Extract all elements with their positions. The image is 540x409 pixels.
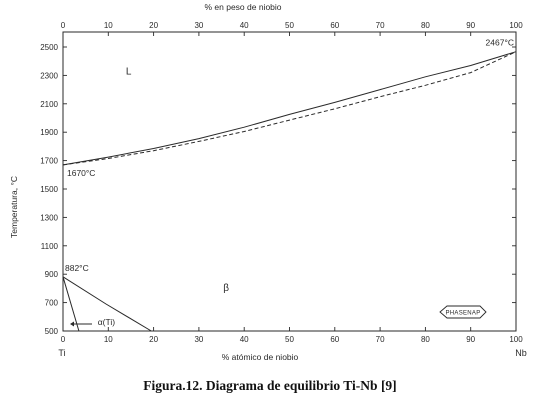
x-tick-label: 60 <box>330 335 339 344</box>
alpha-phase-label: α(Ti) <box>98 317 116 327</box>
x-tick-label: 90 <box>466 335 475 344</box>
y-tick-label: 900 <box>45 270 59 279</box>
x-top-tick-label: 10 <box>104 21 113 30</box>
x-top-tick-label: 40 <box>240 21 249 30</box>
x-top-tick-label: 90 <box>466 21 475 30</box>
solidus-curve <box>62 51 517 166</box>
phase-boundary-line <box>62 276 152 332</box>
y-tick-label: 2500 <box>40 43 58 52</box>
x-top-tick-label: 100 <box>509 21 523 30</box>
y-tick-label: 2300 <box>40 71 58 80</box>
x-tick-label: 100 <box>509 335 523 344</box>
alpha-leader-arrow <box>70 321 92 327</box>
phase-label: β <box>223 283 229 294</box>
x-axis-title: % atómico de niobio <box>222 352 299 362</box>
y-tick-label: 1500 <box>40 185 58 194</box>
y-tick-label: 500 <box>45 327 59 336</box>
x-top-tick-label: 30 <box>194 21 203 30</box>
x-axis-top-title: % en peso de niobio <box>204 2 281 12</box>
x-tick-label: 10 <box>104 335 113 344</box>
x-top-tick-label: 20 <box>149 21 158 30</box>
y-tick-label: 1300 <box>40 213 58 222</box>
y-tick-label: 1700 <box>40 157 58 166</box>
phasenap-badge: PHASENAP <box>439 305 487 319</box>
x-tick-label: 20 <box>149 335 158 344</box>
x-tick-label: 70 <box>376 335 385 344</box>
x-tick-label: 30 <box>194 335 203 344</box>
y-tick-label: 2100 <box>40 100 58 109</box>
axis-ticks <box>62 32 517 332</box>
x-top-tick-label: 80 <box>421 21 430 30</box>
y-axis-title: Temperatura, °C <box>9 176 19 238</box>
melting-point-label: 1670°C <box>67 168 95 178</box>
x-top-tick-label: 70 <box>376 21 385 30</box>
y-tick-label: 700 <box>45 299 59 308</box>
figure-caption: Figura.12. Diagrama de equilibrio Ti-Nb … <box>143 378 397 393</box>
x-tick-label: 80 <box>421 335 430 344</box>
x-tick-label: 0 <box>61 335 66 344</box>
x-top-tick-label: 0 <box>61 21 66 30</box>
phase-label: L <box>126 66 132 77</box>
phase-diagram-chart: 0 10 20 30 40 50 60 70 80 90 100 0 10 20 30 40 50 60 70 80 9… <box>9 2 527 362</box>
x-top-tick-label: 60 <box>330 21 339 30</box>
phase-boundary-line <box>62 276 80 332</box>
tick-labels: 0 10 20 30 40 50 60 70 80 90 100 0 10 20 30 40 50 60 70 80 9… <box>40 21 523 344</box>
transformation-point-label: 882°C <box>65 263 89 273</box>
phasenap-badge-text: PHASENAP <box>445 310 480 316</box>
x-tick-label: 50 <box>285 335 294 344</box>
element-label-ti: Ti <box>58 348 65 358</box>
chart-annotations: 2467°C 1670°C 882°C Lβ α(Ti) <box>65 38 514 328</box>
phase-boundary-line <box>62 51 517 166</box>
y-tick-label: 1100 <box>41 242 59 251</box>
phase-boundary-curves <box>62 51 517 332</box>
melting-point-label: 2467°C <box>486 38 514 48</box>
x-tick-label: 40 <box>240 335 249 344</box>
y-tick-label: 1900 <box>40 128 58 137</box>
element-label-nb: Nb <box>515 348 527 358</box>
x-top-tick-label: 50 <box>285 21 294 30</box>
